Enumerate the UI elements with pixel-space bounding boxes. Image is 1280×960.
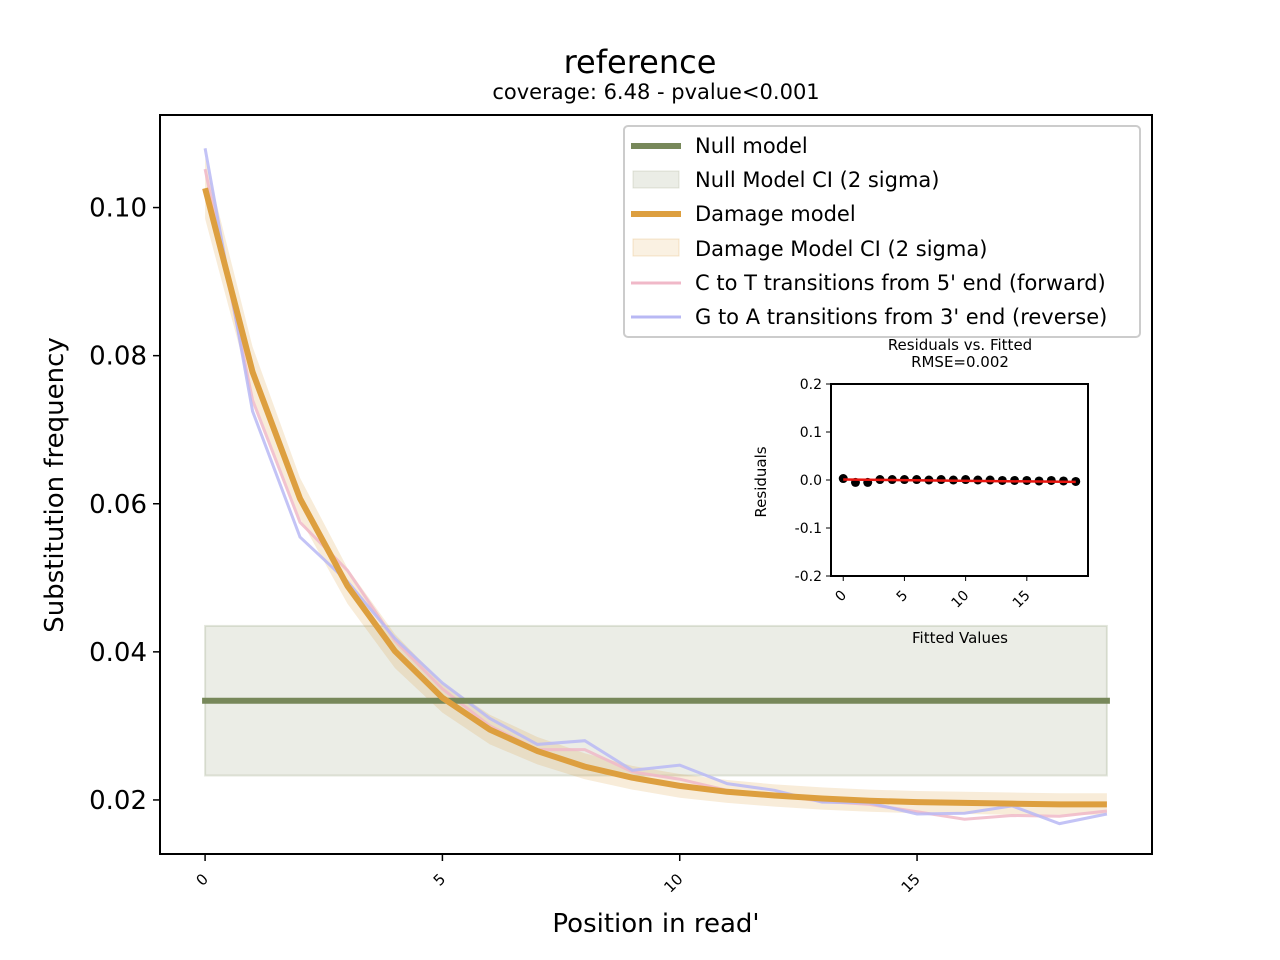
inset-x-tick-label: 10: [949, 588, 973, 612]
y-tick-label: 0.02: [89, 786, 147, 816]
inset-y-tick-label: -0.2: [795, 569, 822, 585]
legend-label-c-to-t: C to T transitions from 5' end (forward): [695, 271, 1106, 295]
legend-box: [623, 125, 1141, 338]
main-axes-frame: [159, 114, 1153, 855]
inset-y-tick-label: 0.0: [800, 473, 822, 489]
y-tick-label: 0.04: [89, 638, 147, 668]
x-tick-label: 10: [660, 870, 686, 896]
inset-x-tick-label: 15: [1010, 588, 1034, 612]
legend-label-null-model: Null model: [695, 134, 808, 158]
main-plot-area: [202, 148, 1110, 826]
inset-x-tick-label: 0: [832, 588, 850, 606]
series-line-c-to-t: [203, 168, 1108, 821]
residual-point: [838, 474, 848, 484]
inset-x-axis-label: Fitted Values: [912, 629, 1008, 647]
inset-y-tick-label: 0.1: [800, 425, 822, 441]
chart-title: reference: [564, 43, 717, 81]
legend-label-damage-model: Damage model: [695, 202, 856, 226]
inset-plot-area: [838, 474, 1081, 487]
series-line-g-to-a: [203, 148, 1108, 826]
legend-label-damage-ci: Damage Model CI (2 sigma): [695, 237, 987, 261]
x-axis-label: Position in read': [552, 909, 759, 939]
legend-label-g-to-a: G to A transitions from 3' end (reverse): [695, 305, 1107, 329]
x-tick-label: 5: [430, 870, 449, 889]
inset-subtitle: RMSE=0.002: [911, 353, 1009, 371]
inset-x-tick-label: 5: [894, 588, 912, 606]
chart-subtitle: coverage: 6.48 - pvalue<0.001: [492, 80, 819, 104]
y-axis-label: Substitution frequency: [40, 337, 70, 633]
inset-y-tick-label: -0.1: [795, 521, 822, 537]
legend: Null model Null Model CI (2 sigma) Damag…: [623, 125, 1141, 338]
y-tick-label: 0.08: [89, 342, 147, 372]
y-tick-label: 0.06: [89, 490, 147, 520]
legend-swatch-null-ci: [632, 170, 680, 189]
inset-y-tick-label: 0.2: [800, 377, 822, 393]
inset-y-axis-label: Residuals: [752, 446, 770, 517]
y-tick-label: 0.10: [89, 194, 147, 224]
damage-model-line: [202, 187, 1107, 808]
legend-swatch-damage-ci: [632, 238, 680, 257]
residual-trend-line: [843, 478, 1076, 484]
x-tick-label: 15: [898, 870, 924, 896]
x-tick-label: 0: [192, 870, 211, 889]
inset-title: Residuals vs. Fitted: [888, 336, 1032, 354]
legend-label-null-ci: Null Model CI (2 sigma): [695, 168, 939, 192]
